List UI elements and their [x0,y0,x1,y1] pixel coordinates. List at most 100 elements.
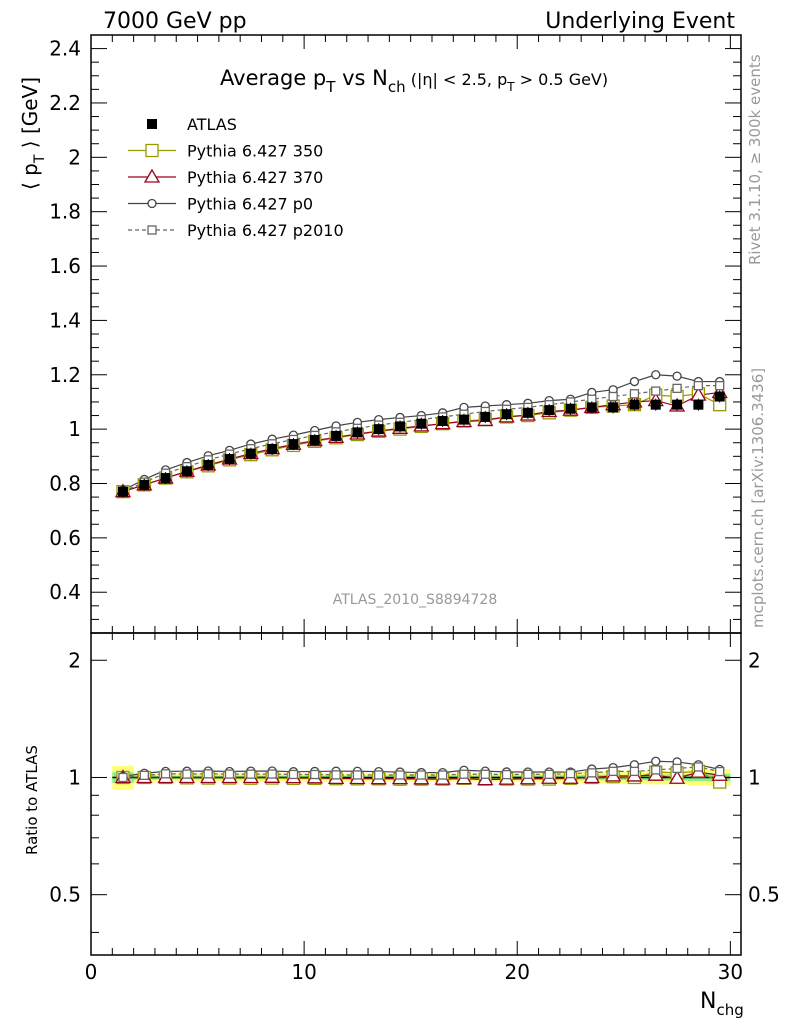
data-point [672,399,683,410]
ratio-data-point [501,769,512,780]
x-axis-label: Nchg [700,989,744,1019]
data-point [522,407,533,418]
data-point [395,421,406,432]
ratio-data-point [310,769,320,780]
data-point [288,439,299,450]
data-point [629,376,640,387]
legend-label: Pythia 6.427 350 [187,142,323,161]
series-markers [114,370,728,789]
ratio-tick-label-right: 0.5 [748,883,780,907]
data-point [629,399,640,410]
header-left: 7000 GeV pp [103,9,247,34]
legend-label: Pythia 6.427 p0 [187,195,313,214]
legend-label: Pythia 6.427 p2010 [187,221,344,240]
y-axis-label: ⟨ pT ⟩ [GeV] [18,77,48,190]
ratio-data-point [160,769,171,779]
data-point [672,371,682,381]
ratio-data-point [288,769,299,780]
data-point [160,473,171,484]
data-point [651,386,661,396]
ratio-data-point [437,770,448,780]
y-tick-label: 2.2 [49,91,81,115]
y-tick-label: 1.8 [49,200,81,224]
rivet-note: Rivet 3.1.10, ≥ 300k events [746,54,764,265]
y-tick-label: 0.6 [49,526,81,550]
ratio-series-line [122,766,720,779]
ratio-tick-label-right: 2 [748,648,761,672]
legend-marker [145,143,159,158]
series-curves [122,374,720,783]
data-point [224,454,235,465]
data-point [139,479,150,490]
ratio-data-point [374,770,384,780]
legend-marker [143,168,161,183]
data-point [203,460,214,471]
ratio-tick-label: 0.5 [49,883,81,907]
data-point [693,380,704,391]
data-point [693,399,704,410]
ratio-data-point [693,762,704,772]
data-point [181,466,192,477]
ratio-tick-label: 2 [68,648,81,672]
data-point [117,486,128,497]
y-tick-label: 1.4 [49,308,81,332]
data-point [651,370,661,380]
ratio-data-point [118,772,128,783]
ratio-data-point [139,770,149,781]
data-point [715,380,725,391]
data-point [586,402,597,413]
y-tick-label: 0.8 [49,472,81,496]
ratio-data-point [395,770,405,780]
data-point [352,427,363,438]
ratio-y-axis-label: Ratio to ATLAS [23,745,41,855]
data-point [672,383,682,394]
data-point [608,391,618,402]
ratio-data-point [331,770,341,780]
data-point [501,409,512,420]
ratio-data-point [480,769,490,779]
data-point [373,424,384,435]
ratio-data-point [608,766,618,776]
y-tick-label: 2 [68,145,81,169]
analysis-watermark: ATLAS_2010_S8894728 [333,592,498,608]
axes: 0 10 20 30 0.4 0.6 0.8 1 1.2 1.4 1.6 1.8 2 2.2 2.4 0.5 0… [49,34,780,984]
mcplots-note: mcplots.cern.ch [arXiv:1306.3436] [749,368,767,628]
y-tick-label: 2.4 [49,37,81,61]
ratio-data-point [715,766,725,777]
x-tick-label: 10 [291,960,316,984]
ratio-data-point [203,769,213,779]
ratio-tick-label: 1 [68,765,81,789]
ratio-data-point [651,765,661,775]
ratio-data-point [224,769,235,779]
chart-title: Average pT vs Nch (|η| < 2.5, pT > 0.5 G… [220,66,608,96]
data-point [331,430,342,441]
header-right: Underlying Event [545,9,735,34]
data-point [309,435,320,446]
data-point [565,403,576,414]
ratio-data-point [416,770,426,780]
legend-marker [147,225,157,235]
ratio-data-point [587,768,597,778]
legend-label: Pythia 6.427 370 [187,168,323,187]
data-point [608,402,619,413]
legend-marker [147,119,157,129]
ratio-data-point [544,769,554,779]
data-point [458,414,469,425]
data-point [437,415,448,426]
ratio-data-point [459,769,469,779]
ratio-data-point [352,770,363,780]
legend-label: ATLAS [187,115,237,134]
ratio-data-point [182,769,192,779]
data-point [416,418,427,429]
x-tick-label: 30 [718,960,743,984]
ratio-data-point [523,769,533,779]
data-point [267,443,278,454]
data-point [480,411,491,422]
data-point [714,391,725,402]
data-point [650,399,661,410]
data-point [629,389,640,399]
y-tick-label: 1 [68,417,81,441]
ratio-tick-label-right: 1 [748,765,761,789]
data-point [544,405,555,416]
